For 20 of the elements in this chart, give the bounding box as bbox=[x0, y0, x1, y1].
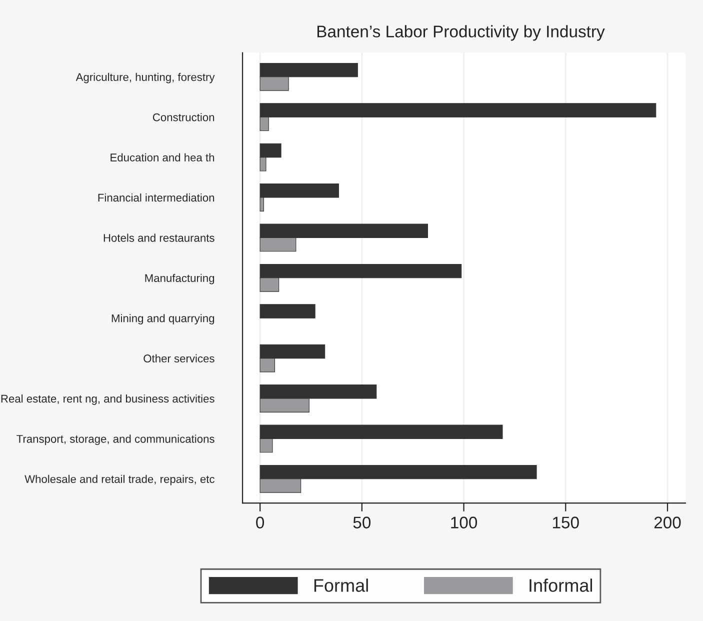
y-tick-label: Agriculture, hunting, forestry bbox=[76, 72, 215, 84]
y-tick-label: Transport, storage, and communications bbox=[16, 434, 214, 446]
x-tick-label: 100 bbox=[451, 516, 478, 528]
y-tick-label: Financial intermediation bbox=[98, 193, 214, 202]
x-tick-label: 50 bbox=[353, 516, 371, 528]
y-tick-label: Construction bbox=[152, 113, 214, 122]
y-tick-label: Education and hea th bbox=[110, 153, 214, 162]
x-tick-label: 200 bbox=[654, 516, 681, 528]
text: Informal bbox=[530, 578, 592, 592]
chart-title: Banten’s Labor Productivity by Industry bbox=[317, 25, 605, 41]
y-tick-label: Hotels and restaurants bbox=[104, 234, 214, 242]
y-tick-label: Mining and quarrying bbox=[112, 314, 214, 324]
x-tick-label: 0 bbox=[256, 516, 264, 528]
y-tick-label: Real estate, rent ng, and business activities bbox=[1, 394, 214, 405]
x-tick-label: 150 bbox=[553, 516, 579, 528]
y-tick-label: Wholesale and retail trade, repairs, etc bbox=[24, 474, 214, 486]
bar bbox=[260, 304, 316, 318]
y-tick-label: Manufacturing bbox=[145, 274, 214, 284]
legend-label: Formal bbox=[314, 578, 368, 592]
y-tick-label: Other services bbox=[144, 354, 214, 362]
